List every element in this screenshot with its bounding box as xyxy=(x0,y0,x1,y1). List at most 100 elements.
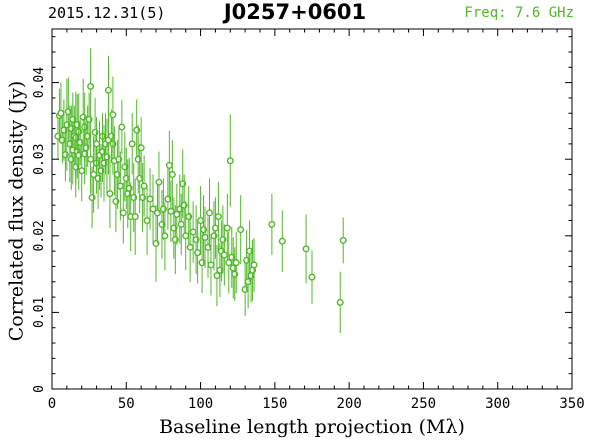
point-marker xyxy=(308,273,316,281)
point-marker xyxy=(211,224,219,232)
point-marker xyxy=(278,237,286,245)
point-marker xyxy=(268,220,276,228)
axes: 0 50 100 150 200 250 300 350 0 0.01 0.02 0.03 0.04 xyxy=(32,29,585,412)
data-point xyxy=(207,234,215,296)
y-axis-label: Correlated flux density (Jy) xyxy=(5,80,28,342)
point-marker xyxy=(155,178,163,186)
point-marker xyxy=(173,210,181,218)
point-marker xyxy=(109,111,117,119)
point-marker xyxy=(106,190,114,198)
data-point xyxy=(131,178,139,255)
point-marker xyxy=(182,232,190,240)
data-point xyxy=(302,214,310,284)
data-point xyxy=(161,201,169,271)
data-point xyxy=(250,238,258,292)
point-marker xyxy=(165,161,173,169)
point-marker xyxy=(177,220,185,228)
point-marker xyxy=(146,195,154,203)
point-marker xyxy=(87,82,95,90)
data-point xyxy=(137,117,145,179)
data-point xyxy=(164,168,172,230)
y-tick-label: 0.04 xyxy=(32,67,47,98)
data-point xyxy=(146,168,154,230)
y-tick-label: 0.01 xyxy=(32,297,47,328)
point-marker xyxy=(194,249,202,257)
x-tick-label: 350 xyxy=(559,396,584,412)
y-tick-label: 0.02 xyxy=(32,220,47,251)
data-point xyxy=(119,182,127,244)
data-point xyxy=(109,76,117,154)
point-marker xyxy=(186,243,194,251)
point-marker xyxy=(104,86,112,94)
data-point xyxy=(237,195,245,265)
point-marker xyxy=(168,171,176,179)
data-point xyxy=(205,178,213,248)
point-marker xyxy=(128,140,136,148)
data-point xyxy=(226,114,234,207)
point-marker xyxy=(213,272,221,280)
point-marker xyxy=(87,155,95,163)
point-marker xyxy=(223,224,231,232)
point-marker xyxy=(226,157,234,165)
data-point xyxy=(155,151,163,213)
y-tick-label: 0 xyxy=(32,385,47,393)
data-point xyxy=(93,117,101,171)
data-point xyxy=(278,210,286,272)
data-point xyxy=(116,151,124,221)
point-marker xyxy=(118,123,126,131)
data-point xyxy=(104,55,112,125)
data-point xyxy=(165,130,173,200)
point-marker xyxy=(225,259,233,267)
point-marker xyxy=(214,213,222,221)
x-tick-label: 200 xyxy=(336,396,361,412)
data-point xyxy=(339,217,347,264)
point-marker xyxy=(197,216,205,224)
point-marker xyxy=(137,144,145,152)
data-point xyxy=(87,48,95,125)
data-point xyxy=(118,100,126,154)
frequency-label: Freq: 7.6 GHz xyxy=(464,5,574,21)
data-point xyxy=(308,250,316,304)
point-marker xyxy=(336,298,344,306)
y-tick-label: 0.03 xyxy=(32,144,47,175)
x-tick-label: 0 xyxy=(48,396,56,412)
point-marker xyxy=(220,251,228,259)
data-marks xyxy=(54,48,347,334)
data-point xyxy=(90,136,98,213)
data-point xyxy=(106,159,114,229)
point-marker xyxy=(302,245,310,253)
point-marker xyxy=(339,236,347,244)
point-marker xyxy=(232,259,240,267)
point-marker xyxy=(93,140,101,148)
observation-date: 2015.12.31(5) xyxy=(48,4,166,22)
source-name: J0257+0601 xyxy=(223,0,367,24)
point-marker xyxy=(57,109,65,117)
data-point xyxy=(232,231,240,294)
point-marker xyxy=(131,213,139,221)
x-axis-label: Baseline length projection (Mλ) xyxy=(159,416,465,438)
data-point xyxy=(214,182,222,252)
x-tick-label: 100 xyxy=(188,396,213,412)
data-point xyxy=(268,193,276,255)
x-tick-label: 50 xyxy=(118,396,135,412)
point-marker xyxy=(189,228,197,236)
point-marker xyxy=(78,167,86,175)
data-point xyxy=(149,174,157,244)
point-marker xyxy=(167,207,175,215)
data-point xyxy=(220,224,228,286)
plot-frame xyxy=(51,28,573,390)
point-marker xyxy=(140,182,148,190)
x-tick-label: 250 xyxy=(411,396,436,412)
point-marker xyxy=(205,209,213,217)
data-point xyxy=(128,113,136,175)
data-point xyxy=(249,239,257,301)
point-marker xyxy=(161,232,169,240)
x-tick-label: 150 xyxy=(262,396,287,412)
point-marker xyxy=(207,261,215,269)
point-marker xyxy=(116,182,124,190)
x-tick-label: 300 xyxy=(485,396,510,412)
point-marker xyxy=(143,216,151,224)
point-marker xyxy=(201,233,209,241)
data-point xyxy=(168,140,176,209)
